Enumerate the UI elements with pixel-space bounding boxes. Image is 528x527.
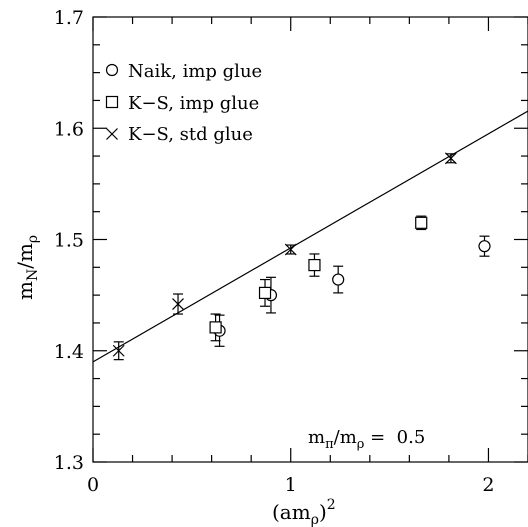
data-point-circle <box>478 235 491 257</box>
y-label-sub2: ρ <box>25 235 41 243</box>
annot-rest: = 0.5 <box>364 427 425 448</box>
ticks <box>92 16 528 463</box>
marker-circle <box>478 240 491 253</box>
data-point-square <box>258 278 272 307</box>
marker-cross-b <box>444 152 457 165</box>
y-tick-label: 1.7 <box>54 7 84 29</box>
annot-slash: /m <box>334 427 357 448</box>
legend-label-naik: Naik, imp glue <box>128 61 262 82</box>
tick-labels: 0 1 2 1.3 1.4 1.5 1.6 1.7 <box>54 7 495 496</box>
ratio-annotation: mπ/mρ = 0.5 <box>308 427 425 452</box>
marker-cross-b <box>284 243 297 256</box>
data-points <box>112 152 491 361</box>
y-tick-label: 1.3 <box>54 452 84 474</box>
marker-cross-b <box>112 344 125 357</box>
x-axis-label: (amρ)2 <box>272 497 336 527</box>
x-label-base: (am <box>272 500 311 524</box>
data-point-circle <box>332 265 345 294</box>
data-point-square <box>209 313 222 342</box>
marker-square <box>209 321 222 334</box>
legend: Naik, imp glue K−S, imp glue K−S, std gl… <box>105 61 262 145</box>
marker-square <box>308 258 321 272</box>
x-tick-label: 0 <box>87 474 99 496</box>
y-label-sub1: N <box>25 269 41 281</box>
annot-sub2: ρ <box>357 437 365 452</box>
data-point-square <box>415 215 428 231</box>
data-point-cross <box>284 243 297 256</box>
legend-circle-icon <box>105 63 119 77</box>
legend-label-ks-imp: K−S, imp glue <box>128 93 259 114</box>
data-point-square <box>308 253 321 277</box>
annot-sub1: π <box>325 437 334 452</box>
legend-square-icon <box>105 95 119 109</box>
y-tick-label: 1.6 <box>54 118 84 140</box>
x-label-close: ) <box>319 500 327 524</box>
fit-line <box>92 110 528 363</box>
y-tick-label: 1.5 <box>54 230 84 252</box>
marker-square <box>415 216 428 229</box>
y-label-m1: m <box>13 281 37 300</box>
marker-circle <box>332 273 345 286</box>
data-point-cross <box>444 152 457 165</box>
legend-cross-icon <box>106 128 118 140</box>
y-tick-label: 1.4 <box>54 341 84 363</box>
data-point-cross <box>172 293 184 315</box>
plot-frame <box>92 16 528 463</box>
y-label-slash: /m <box>13 243 37 269</box>
legend-label-ks-std: K−S, std glue <box>128 124 253 145</box>
y-axis-label: mN/mρ <box>13 235 41 300</box>
x-tick-label: 2 <box>482 474 494 496</box>
x-label-sub: ρ <box>311 512 319 527</box>
marker-square <box>258 286 272 299</box>
annot-m1: m <box>308 427 325 448</box>
marker-cross-b <box>172 298 184 310</box>
x-label-sup: 2 <box>327 497 336 513</box>
x-tick-label: 1 <box>285 474 297 496</box>
data-point-cross <box>112 341 125 361</box>
